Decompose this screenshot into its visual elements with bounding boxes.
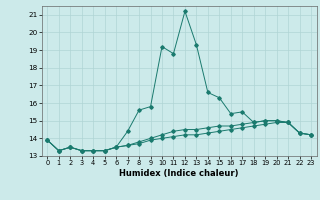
- X-axis label: Humidex (Indice chaleur): Humidex (Indice chaleur): [119, 169, 239, 178]
